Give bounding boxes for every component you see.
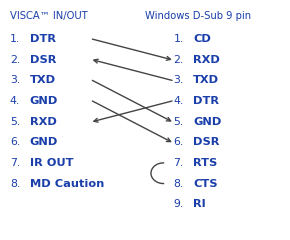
Text: DTR: DTR	[193, 96, 219, 106]
Text: 7.: 7.	[10, 158, 20, 168]
Text: 9.: 9.	[173, 199, 184, 209]
Text: DSR: DSR	[193, 137, 220, 147]
Text: GND: GND	[193, 117, 222, 127]
Text: 1.: 1.	[173, 34, 184, 44]
Text: GND: GND	[30, 96, 58, 106]
Text: 2.: 2.	[10, 55, 20, 65]
Text: 8.: 8.	[173, 179, 184, 189]
Text: 3.: 3.	[10, 75, 20, 85]
Text: 7.: 7.	[173, 158, 184, 168]
Text: CTS: CTS	[193, 179, 218, 189]
Text: RXD: RXD	[193, 55, 220, 65]
Text: 1.: 1.	[10, 34, 20, 44]
Text: 2.: 2.	[173, 55, 184, 65]
Text: 3.: 3.	[173, 75, 184, 85]
Text: 4.: 4.	[10, 96, 20, 106]
Text: DTR: DTR	[30, 34, 56, 44]
Text: RTS: RTS	[193, 158, 218, 168]
Text: TXD: TXD	[193, 75, 220, 85]
Text: 6.: 6.	[173, 137, 184, 147]
Text: MD Caution: MD Caution	[30, 179, 104, 189]
Text: VISCA™ IN/OUT: VISCA™ IN/OUT	[10, 11, 88, 21]
Text: 5.: 5.	[173, 117, 184, 127]
Text: IR OUT: IR OUT	[30, 158, 73, 168]
Text: RI: RI	[193, 199, 206, 209]
Text: TXD: TXD	[30, 75, 56, 85]
Text: Windows D-Sub 9 pin: Windows D-Sub 9 pin	[145, 11, 251, 21]
Text: RXD: RXD	[30, 117, 57, 127]
Text: DSR: DSR	[30, 55, 56, 65]
Text: GND: GND	[30, 137, 58, 147]
Text: 8.: 8.	[10, 179, 20, 189]
Text: 6.: 6.	[10, 137, 20, 147]
Text: 4.: 4.	[173, 96, 184, 106]
Text: 5.: 5.	[10, 117, 20, 127]
Text: CD: CD	[193, 34, 211, 44]
